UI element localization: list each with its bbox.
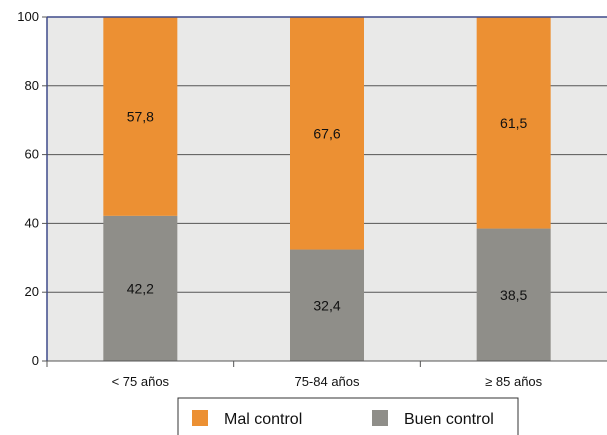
legend-label: Mal control (224, 411, 302, 428)
bar-mal-control-0 (103, 17, 178, 216)
legend-swatch-buen-control (372, 410, 388, 426)
x-category-label: < 75 años (112, 374, 170, 389)
data-label: 32,4 (313, 297, 340, 313)
bar-mal-control-2 (476, 17, 551, 229)
bars (103, 17, 551, 361)
y-tick-label: 100 (17, 9, 39, 24)
data-label: 57,8 (127, 108, 154, 124)
data-label: 38,5 (500, 287, 527, 303)
bar-buen-control-0 (103, 215, 178, 361)
legend-swatch-mal-control (192, 410, 208, 426)
data-label: 42,2 (127, 280, 154, 296)
data-labels: 42,2 57,8 32,4 67,6 38,5 61,5 (127, 108, 528, 313)
data-label: 67,6 (313, 125, 340, 141)
x-axis-ticks: < 75 años 75-84 años ≥ 85 años (46, 361, 543, 389)
data-label: 61,5 (500, 115, 527, 131)
bar-buen-control-2 (476, 228, 551, 361)
y-tick-label: 80 (25, 78, 39, 93)
bar-buen-control-1 (290, 249, 364, 361)
legend-label: Buen control (404, 411, 494, 428)
y-tick-label: 60 (25, 147, 39, 162)
legend: Mal control Buen control (177, 397, 519, 435)
y-tick-label: 40 (25, 215, 39, 230)
y-tick-label: 0 (32, 353, 39, 368)
y-axis-ticks: 0 20 40 60 80 100 (17, 9, 47, 368)
x-category-label: 75-84 años (294, 374, 360, 389)
bar-mal-control-1 (290, 17, 364, 250)
y-tick-label: 20 (25, 284, 39, 299)
x-category-label: ≥ 85 años (485, 374, 543, 389)
legend-box (177, 397, 519, 435)
